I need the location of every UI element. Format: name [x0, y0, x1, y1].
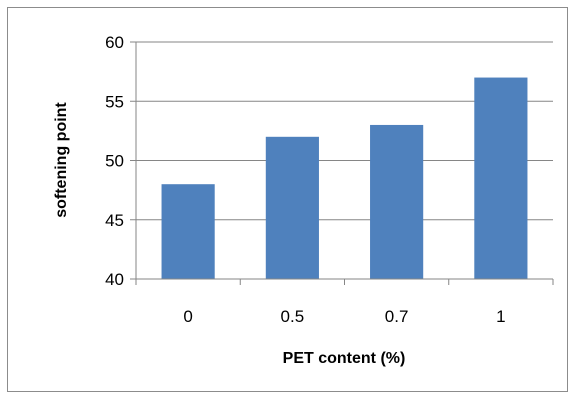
x-tick-label: 0.5 — [281, 307, 305, 326]
x-tick-label: 0.7 — [385, 307, 409, 326]
y-tick-label: 40 — [105, 270, 124, 289]
y-tick-label: 55 — [105, 92, 124, 111]
bar-0 — [161, 184, 215, 279]
x-tick-label: 0 — [183, 307, 192, 326]
bar-1 — [474, 77, 528, 279]
x-tick-label: 1 — [496, 307, 505, 326]
y-tick-label: 45 — [105, 211, 124, 230]
y-axis-title: softening point — [53, 102, 70, 218]
x-axis-title: PET content (%) — [283, 350, 406, 367]
y-tick-label: 60 — [105, 33, 124, 52]
bar-0_7 — [370, 124, 424, 279]
x-axis-ticks: 0 0.5 0.7 1 — [135, 279, 554, 326]
y-tick-label: 50 — [105, 152, 124, 171]
y-axis-ticks: 40 45 50 55 60 — [105, 33, 136, 289]
bars — [161, 77, 528, 279]
bar-0_5 — [265, 136, 319, 279]
